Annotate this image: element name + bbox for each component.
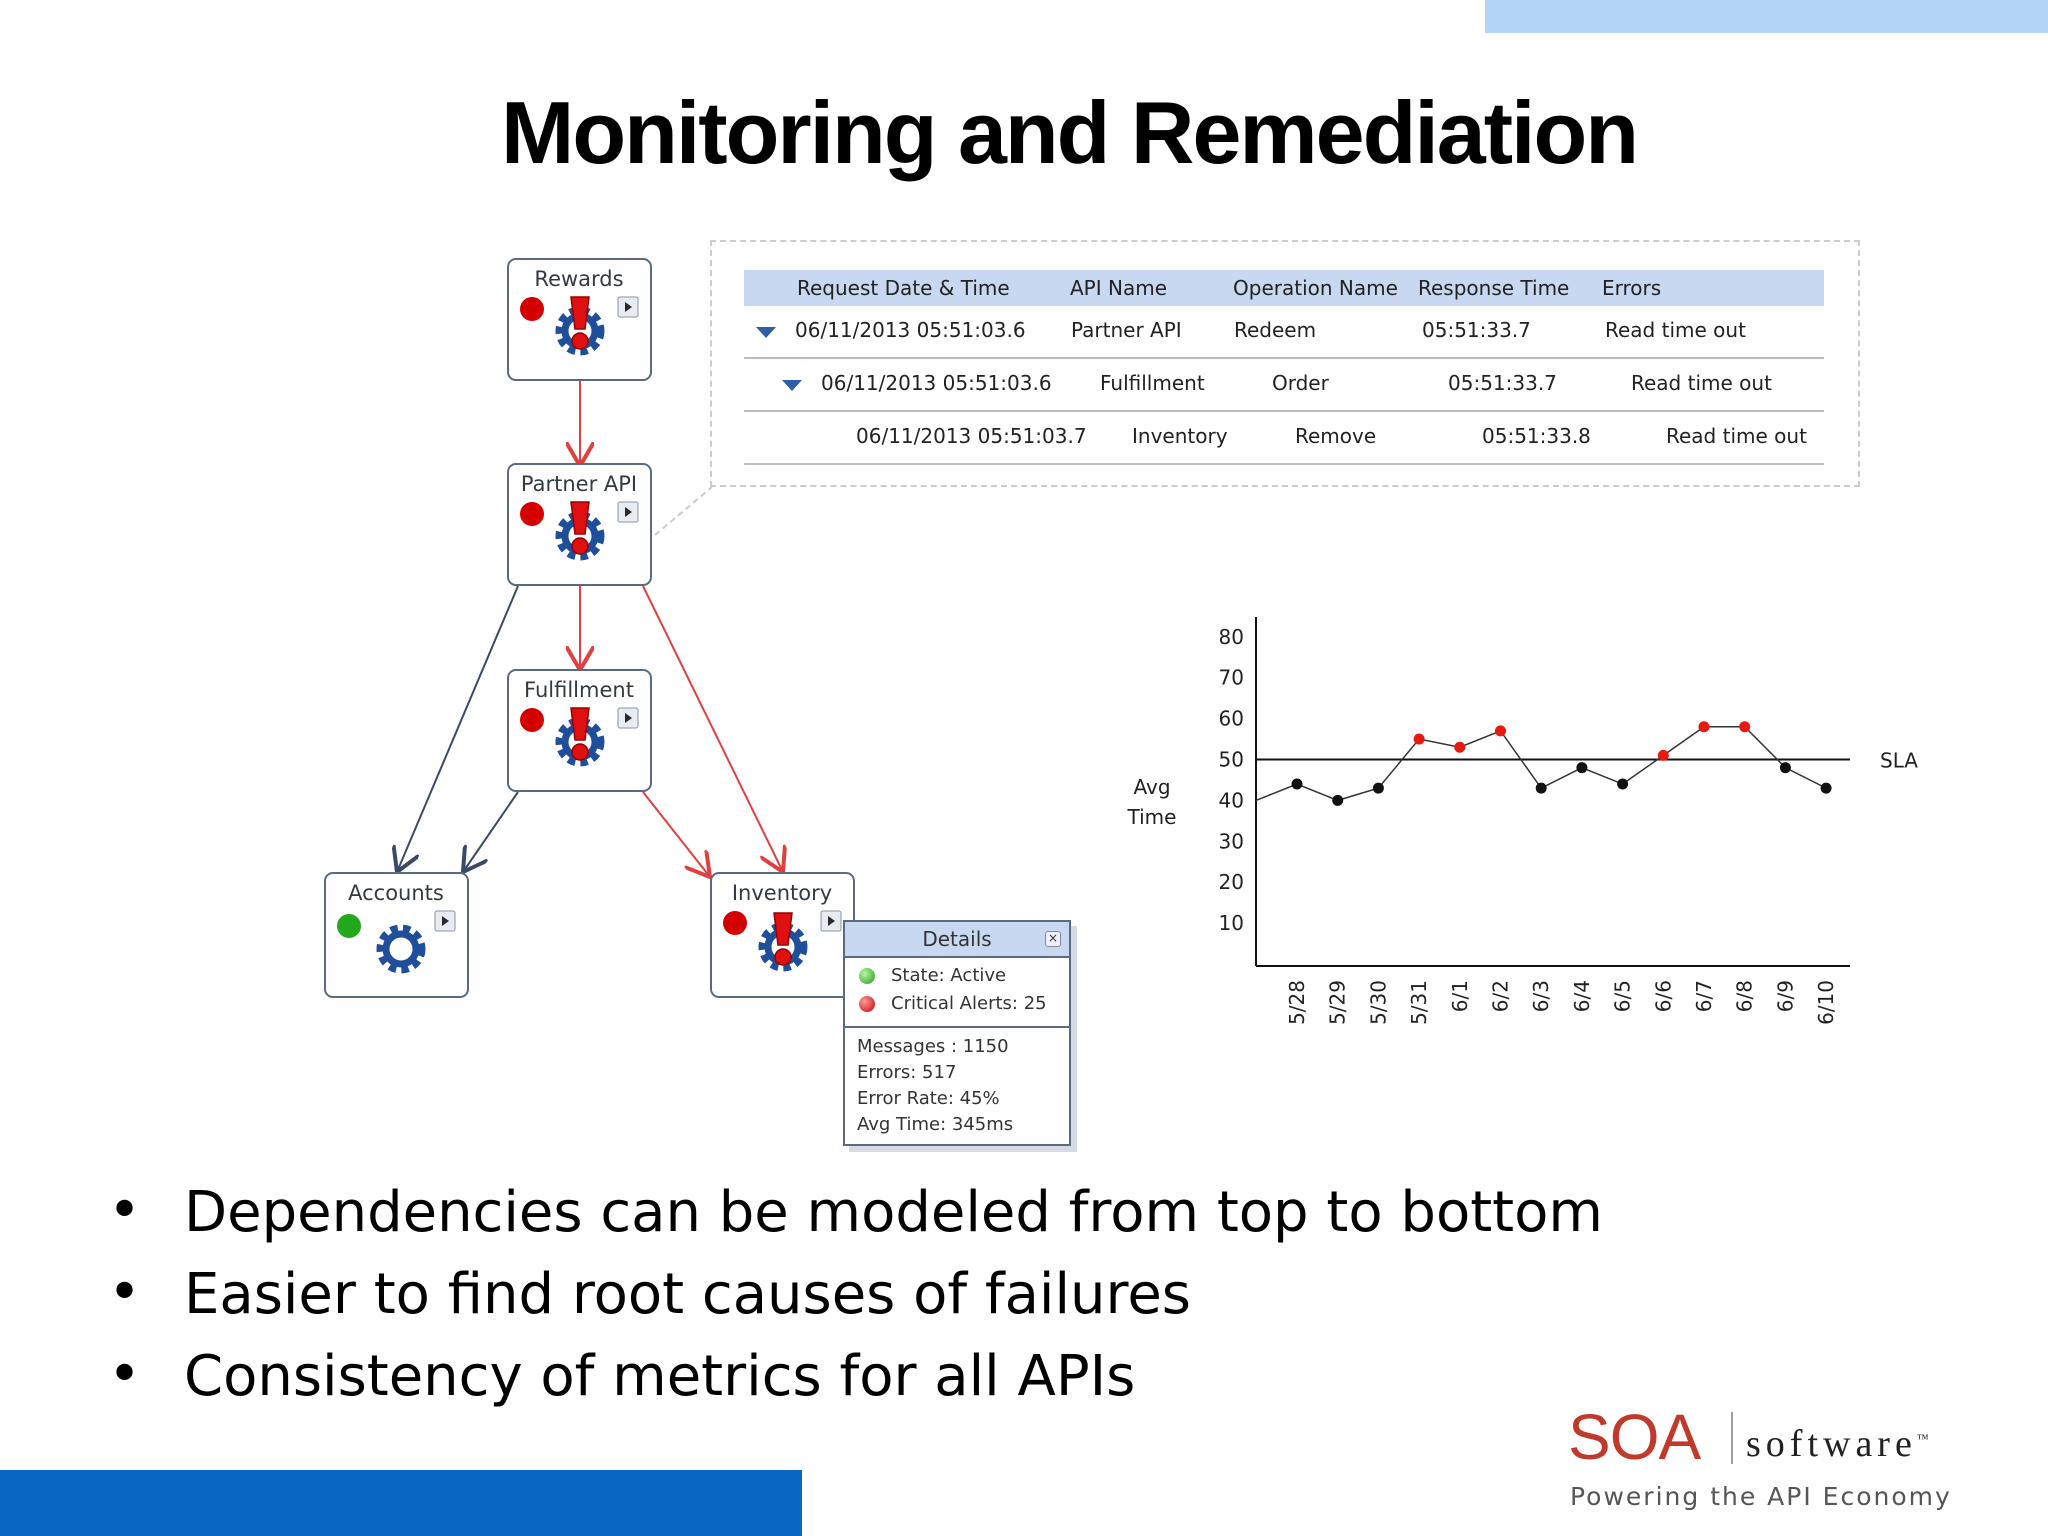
cell-response-time: 05:51:33.7: [1448, 371, 1557, 395]
details-errors: Errors: 517: [857, 1062, 957, 1083]
transaction-callout: [710, 240, 1860, 487]
logo-divider: [1731, 1412, 1733, 1464]
logo-word: software™: [1746, 1422, 1929, 1466]
node-label: Fulfillment: [524, 678, 634, 702]
cell-response-time: 05:51:33.7: [1422, 318, 1531, 342]
table-row[interactable]: 06/11/2013 05:51:03.6 Fulfillment Order …: [744, 359, 1824, 412]
col-errors: Errors: [1602, 276, 1662, 300]
details-alerts-text: Critical Alerts: 25: [891, 993, 1047, 1014]
cell-api-name: Partner API: [1071, 318, 1182, 342]
alert-icon: [773, 912, 793, 966]
details-avg-time: Avg Time: 345ms: [857, 1114, 1014, 1135]
slide-title: Monitoring and Remediation: [501, 83, 1639, 182]
bullet-text: Easier to find root causes of failures: [184, 1262, 1191, 1327]
play-icon[interactable]: [434, 910, 456, 932]
cell-operation: Order: [1272, 371, 1329, 395]
node-fulfillment[interactable]: Fulfillment: [507, 669, 652, 792]
cell-errors: Read time out: [1605, 318, 1746, 342]
callout-connector: [654, 486, 713, 536]
details-error-rate: Error Rate: 45%: [857, 1088, 1000, 1109]
col-request-date: Request Date & Time: [797, 276, 1010, 300]
details-state-text: State: Active: [891, 965, 1007, 986]
cell-api-name: Inventory: [1132, 424, 1228, 448]
error-status-dot: [520, 708, 544, 732]
details-title: Details: [922, 927, 992, 951]
bullet-item: • Consistency of metrics for all APIs: [108, 1342, 1603, 1426]
play-icon[interactable]: [820, 910, 842, 932]
node-partner-api[interactable]: Partner API: [507, 463, 652, 586]
bullet-marker: •: [108, 1342, 142, 1407]
col-api-name: API Name: [1070, 276, 1168, 300]
node-rewards[interactable]: Rewards: [507, 258, 652, 381]
edge-partner-inventory: [642, 585, 783, 872]
col-response-time: Response Time: [1418, 276, 1570, 300]
play-icon[interactable]: [617, 501, 639, 523]
logo-tagline: Powering the API Economy: [1570, 1482, 1952, 1511]
error-status-dot: [520, 297, 544, 321]
details-divider: [845, 1026, 1069, 1028]
cell-api-name: Fulfillment: [1100, 371, 1205, 395]
details-alerts: Critical Alerts: 25: [845, 990, 1069, 1018]
details-state: State: Active: [845, 962, 1069, 990]
collapse-triangle-icon[interactable]: [756, 327, 776, 338]
bullet-list: • Dependencies can be modeled from top to…: [108, 1178, 1603, 1426]
error-status-dot: [723, 911, 747, 935]
details-popup: Details × State: Active Critical Alerts:…: [843, 920, 1071, 1146]
table-row[interactable]: 06/11/2013 05:51:03.6 Partner API Redeem…: [744, 306, 1824, 359]
node-accounts[interactable]: Accounts: [324, 872, 469, 998]
node-label: Inventory: [732, 881, 832, 905]
bullet-text: Dependencies can be modeled from top to …: [184, 1180, 1603, 1245]
node-label: Partner API: [521, 472, 637, 496]
edge-partner-accounts: [397, 585, 519, 872]
bullet-item: • Dependencies can be modeled from top to…: [108, 1178, 1603, 1262]
bottom-accent-bar: [0, 1470, 802, 1536]
bullet-text: Consistency of metrics for all APIs: [184, 1344, 1136, 1409]
top-accent-bar: [1485, 0, 2048, 33]
table-header: Request Date & Time API Name Operation N…: [744, 270, 1824, 306]
logo-brand: SOA: [1568, 1401, 1701, 1473]
alert-icon: [570, 501, 590, 555]
close-icon[interactable]: ×: [1045, 931, 1061, 947]
green-status-icon: [859, 968, 875, 984]
red-status-icon: [859, 996, 875, 1012]
play-icon[interactable]: [617, 296, 639, 318]
transaction-table: Request Date & Time API Name Operation N…: [744, 270, 1824, 465]
node-label: Accounts: [348, 881, 444, 905]
error-status-dot: [520, 502, 544, 526]
cell-request-date: 06/11/2013 05:51:03.6: [821, 371, 1052, 395]
logo-tm: ™: [1916, 1431, 1929, 1446]
cell-operation: Remove: [1295, 424, 1377, 448]
details-messages: Messages : 1150: [857, 1036, 1009, 1057]
cell-operation: Redeem: [1234, 318, 1317, 342]
bullet-marker: •: [108, 1178, 142, 1243]
logo-word-text: software: [1746, 1423, 1917, 1465]
cell-errors: Read time out: [1631, 371, 1772, 395]
bullet-marker: •: [108, 1260, 142, 1325]
node-inventory[interactable]: Inventory: [710, 872, 855, 998]
cell-request-date: 06/11/2013 05:51:03.7: [856, 424, 1087, 448]
edge-fulfillment-inventory: [642, 791, 710, 877]
ok-status-dot: [337, 914, 361, 938]
play-icon[interactable]: [617, 707, 639, 729]
cell-response-time: 05:51:33.8: [1482, 424, 1591, 448]
col-operation-name: Operation Name: [1233, 276, 1398, 300]
table-row[interactable]: 06/11/2013 05:51:03.7 Inventory Remove 0…: [744, 412, 1824, 465]
soa-software-logo: SOA software™ Powering the API Economy: [1568, 1400, 1968, 1520]
cell-errors: Read time out: [1666, 424, 1807, 448]
collapse-triangle-icon[interactable]: [782, 380, 802, 391]
details-header: Details ×: [845, 922, 1069, 958]
cell-request-date: 06/11/2013 05:51:03.6: [795, 318, 1026, 342]
node-label: Rewards: [534, 267, 623, 291]
edge-fulfillment-accounts: [463, 791, 519, 872]
alert-icon: [570, 707, 590, 761]
alert-icon: [570, 296, 590, 350]
bullet-item: • Easier to find root causes of failures: [108, 1260, 1603, 1344]
